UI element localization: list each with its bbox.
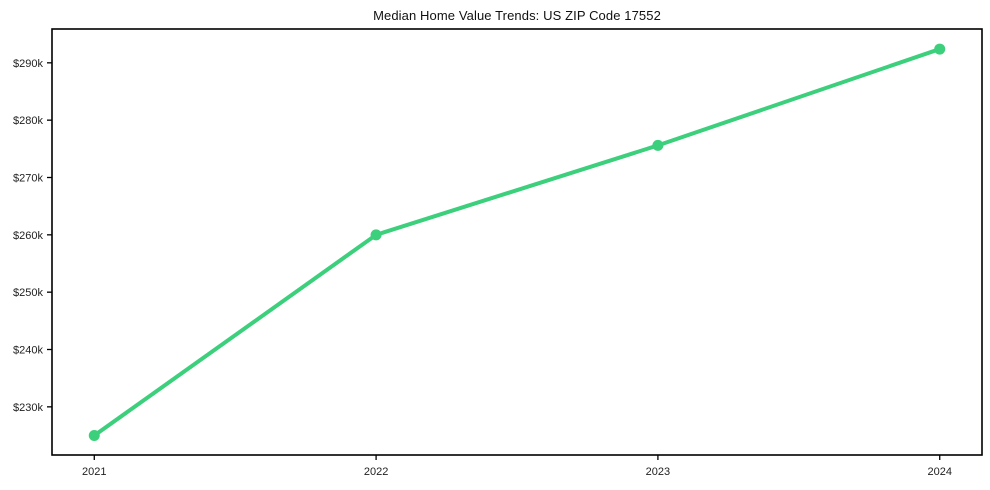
x-tick-label: 2021 — [82, 466, 106, 478]
data-point-marker — [88, 430, 100, 442]
data-point-marker — [934, 43, 946, 55]
y-tick-label: $240k — [13, 345, 43, 357]
y-tick-label: $280k — [13, 115, 43, 127]
data-point-marker — [652, 139, 664, 151]
plot-frame — [51, 28, 983, 456]
y-tick-label: $260k — [13, 230, 43, 242]
x-tick-label: 2024 — [927, 466, 951, 478]
data-point-marker — [370, 229, 382, 241]
y-tick-label: $270k — [13, 172, 43, 184]
y-tick-label: $290k — [13, 58, 43, 70]
trend-line — [92, 47, 942, 438]
y-tick-label: $230k — [13, 402, 43, 414]
x-tick-label: 2022 — [364, 466, 388, 478]
chart-title: Median Home Value Trends: US ZIP Code 17… — [373, 8, 661, 23]
y-tick-label: $250k — [13, 287, 43, 299]
x-tick-label: 2023 — [646, 466, 670, 478]
